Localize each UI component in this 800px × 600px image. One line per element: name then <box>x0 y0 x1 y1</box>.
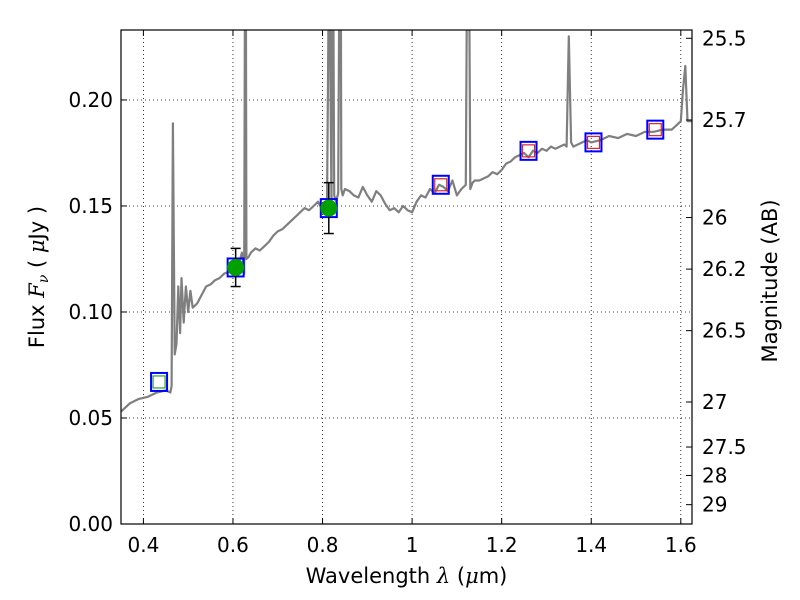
y2-tick-label: 29 <box>702 493 727 517</box>
x-axis-paren: ( <box>450 564 465 588</box>
y-axis-symbol: F <box>25 282 49 299</box>
y-axis-paren: ( <box>25 253 49 275</box>
x-tick-label: 0.8 <box>307 533 339 557</box>
series-layer <box>121 30 692 413</box>
x-axis-unit: m) <box>479 564 508 588</box>
upper-limit-box <box>586 135 601 149</box>
upper-limit-box <box>152 375 166 389</box>
upper-limit-box <box>648 123 662 137</box>
x-tick-label: 1.4 <box>575 533 607 557</box>
y2-tick-label: 27 <box>702 390 727 414</box>
model-flux-box <box>431 174 450 195</box>
grid-lines <box>121 30 692 525</box>
y2-tick-label: 26 <box>702 206 727 230</box>
y-axis-unit: Jy ) <box>25 206 49 242</box>
x-tick-label: 0.4 <box>127 533 159 557</box>
model-flux-box <box>150 371 169 392</box>
x-axis-unit-mu: μ <box>465 564 479 588</box>
axis-ticks: 0.4 0.6 0.8 1 1.2 1.4 1.6 0.00 0.05 0.10 0.15 0.20 2… <box>68 26 746 557</box>
y2-tick-label: 28 <box>702 463 727 487</box>
x-tick-label: 1.6 <box>665 533 697 557</box>
y2-tick-label: 25.5 <box>702 26 747 50</box>
x-tick-label: 0.6 <box>217 533 249 557</box>
right-axis-label: Magnitude (AB) <box>758 199 782 362</box>
y-axis-label: Flux Fν ( μJy ) <box>25 206 52 348</box>
x-tick-label: 1 <box>406 533 419 557</box>
y-tick-label: 0.05 <box>68 406 113 430</box>
plot-frame <box>120 29 693 525</box>
model-sed-line <box>121 30 692 413</box>
model-flux-box <box>519 140 538 161</box>
y2-tick-label: 26.5 <box>702 319 747 343</box>
observed-flux-point <box>227 258 245 276</box>
observed-flux-point <box>320 199 338 217</box>
y-axis-unit-mu: μ <box>25 239 49 253</box>
y-tick-label: 0.00 <box>68 512 113 536</box>
y2-tick-label: 26.2 <box>702 257 747 281</box>
model-flux-box <box>646 119 665 140</box>
upper-limit-box <box>521 144 536 158</box>
y-tick-label: 0.15 <box>68 194 113 218</box>
y2-tick-label: 27.5 <box>702 435 747 459</box>
upper-limit-box <box>434 178 448 192</box>
y-tick-label: 0.20 <box>68 88 113 112</box>
y-axis-subscript: ν <box>36 274 52 283</box>
y-axis-label-prefix: Flux <box>25 298 49 348</box>
x-tick-label: 1.2 <box>486 533 518 557</box>
photometry-points <box>150 119 665 392</box>
y-tick-label: 0.10 <box>68 300 113 324</box>
model-flux-box <box>584 132 603 153</box>
x-axis-label-prefix: Wavelength <box>306 564 437 588</box>
x-axis-label: Wavelength λ (μm) <box>306 564 508 588</box>
y2-tick-label: 25.7 <box>702 108 747 132</box>
x-axis-symbol: λ <box>436 564 450 588</box>
